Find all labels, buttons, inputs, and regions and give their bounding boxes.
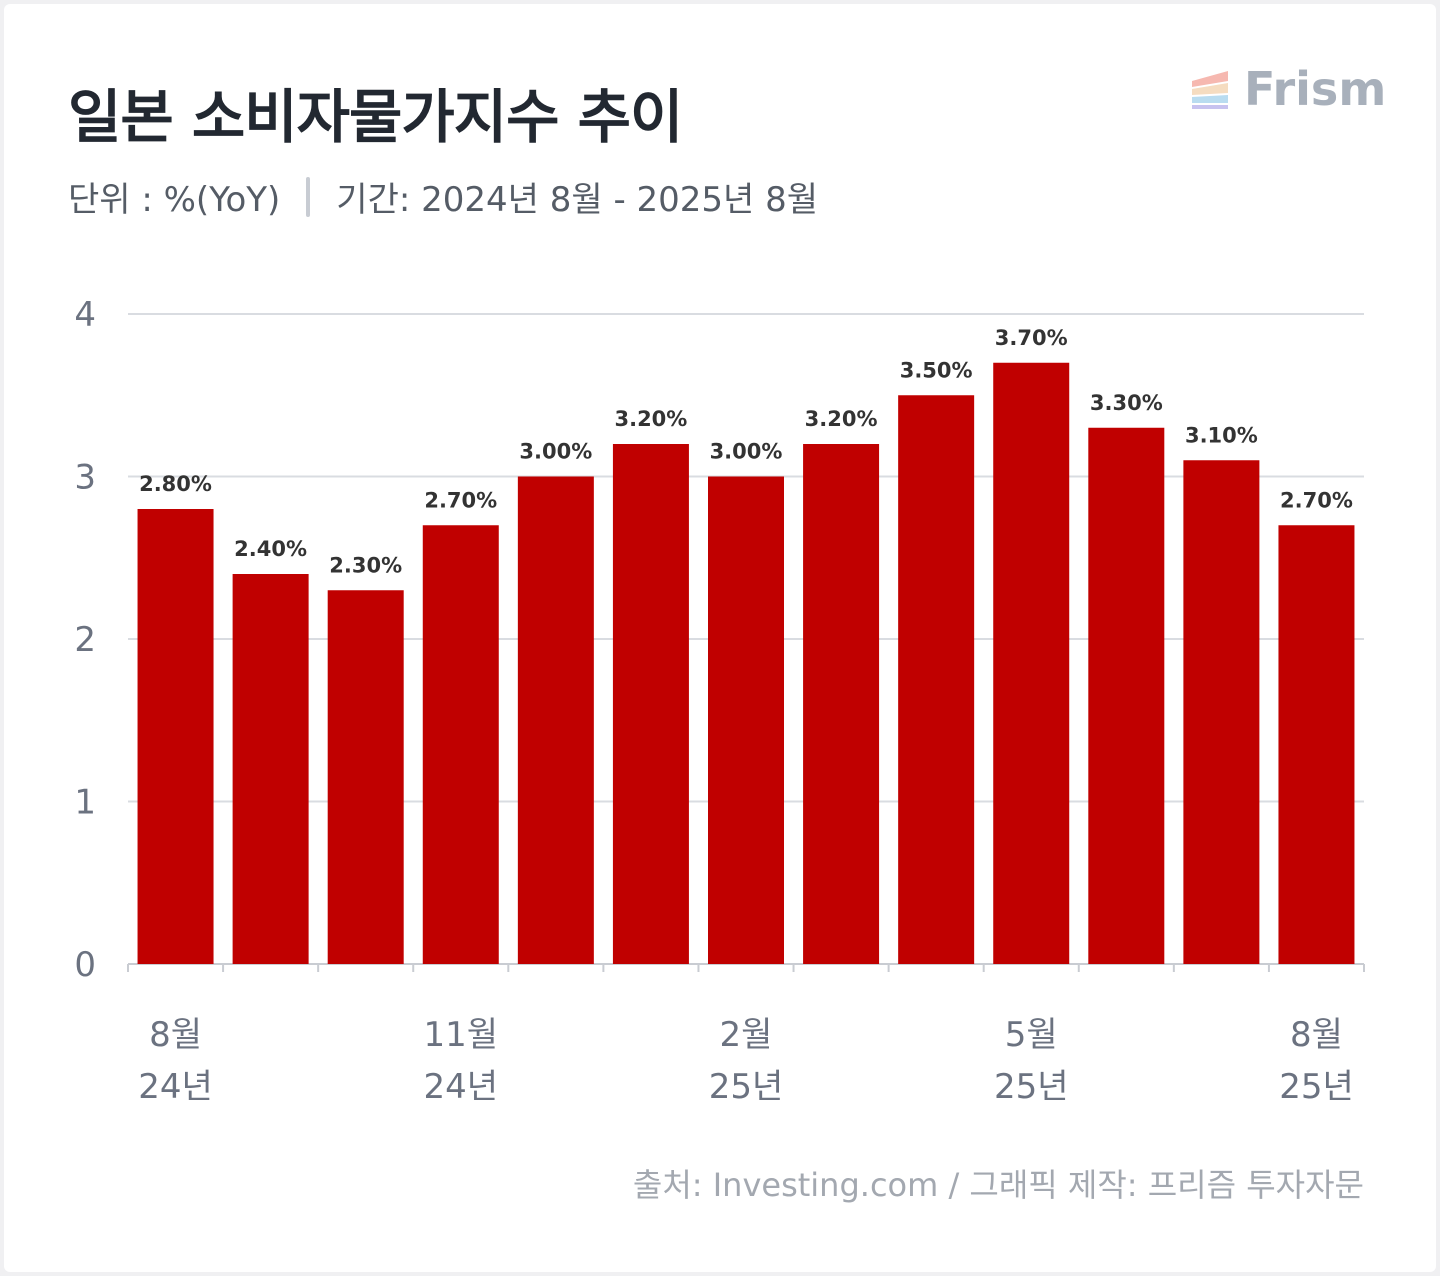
period-label: 기간: 2024년 8월 - 2025년 8월 — [336, 180, 819, 220]
data-label: 2.70% — [1280, 488, 1353, 512]
y-tick-label: 1 — [74, 783, 96, 823]
data-label: 2.80% — [139, 472, 212, 496]
data-label: 2.40% — [234, 537, 307, 561]
data-label: 3.20% — [805, 407, 878, 431]
unit-label: 단위 : %(YoY) — [68, 180, 281, 220]
bar — [422, 525, 499, 964]
x-tick-label-year: 25년 — [1279, 1067, 1354, 1107]
data-label: 2.30% — [329, 553, 402, 577]
logo-stripes-icon — [1192, 71, 1228, 109]
bar — [612, 444, 689, 964]
data-label: 3.50% — [900, 358, 973, 382]
bar — [517, 476, 594, 964]
page-title: 일본 소비자물가지수 추이 — [68, 83, 683, 151]
data-label: 3.70% — [995, 326, 1068, 350]
bar — [803, 444, 880, 964]
subtitle-divider — [306, 176, 311, 217]
x-tick-label-month: 8월 — [149, 1015, 202, 1055]
data-label: 3.20% — [614, 407, 687, 431]
data-label: 3.00% — [519, 440, 592, 464]
y-tick-label: 0 — [74, 945, 96, 985]
brand-logo: Frism — [1190, 62, 1386, 116]
bar — [1278, 525, 1355, 964]
y-tick-label: 2 — [74, 620, 96, 660]
data-label: 3.30% — [1090, 391, 1163, 415]
x-tick-label-year: 24년 — [138, 1067, 213, 1107]
source-footer: 출처: Investing.com / 그래픽 제작: 프리즘 투자자문 — [632, 1166, 1364, 1204]
logo-text: Frism — [1244, 62, 1387, 116]
bar — [1183, 460, 1260, 964]
x-tick-label-month: 5월 — [1005, 1015, 1058, 1055]
bar — [1088, 427, 1165, 964]
x-tick-label-year: 25년 — [709, 1067, 784, 1107]
subtitle: 단위 : %(YoY) 기간: 2024년 8월 - 2025년 8월 — [68, 172, 818, 221]
bar — [137, 509, 214, 964]
bar — [898, 395, 975, 964]
y-tick-label: 4 — [74, 295, 96, 335]
x-tick-label-year: 25년 — [994, 1067, 1069, 1107]
x-tick-label-month: 2월 — [720, 1015, 773, 1055]
x-tick-label-month: 11월 — [423, 1015, 498, 1055]
bar — [327, 590, 404, 964]
y-tick-label: 3 — [74, 458, 96, 498]
x-tick-label-month: 8월 — [1290, 1015, 1343, 1055]
x-tick-label-year: 24년 — [423, 1067, 498, 1107]
data-label: 2.70% — [424, 488, 497, 512]
bar — [708, 476, 784, 964]
bar — [993, 362, 1070, 964]
data-label: 3.00% — [710, 440, 783, 464]
data-label: 3.10% — [1185, 423, 1258, 447]
bar — [232, 574, 309, 964]
